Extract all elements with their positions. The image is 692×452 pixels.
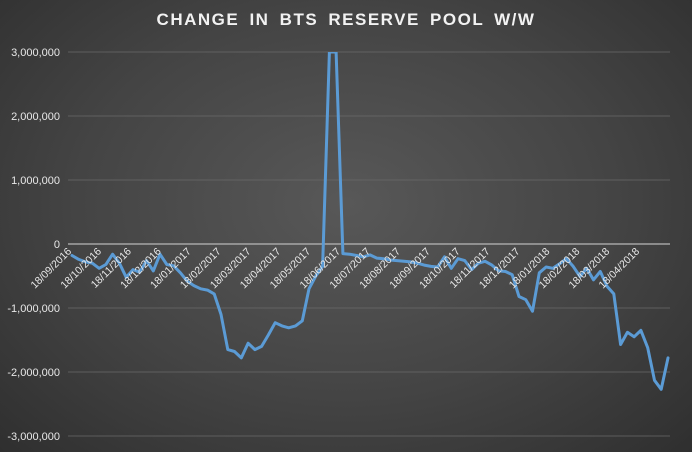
y-tick-label: -2,000,000 — [7, 367, 60, 379]
y-tick-label: -3,000,000 — [7, 431, 60, 443]
y-tick-label: 3,000,000 — [11, 47, 60, 59]
y-tick-label: 0 — [54, 239, 60, 251]
chart-title: CHANGE IN BTS RESERVE POOL W/W — [156, 10, 536, 29]
series-line — [70, 52, 670, 391]
y-tick-label: -1,000,000 — [7, 303, 60, 315]
y-tick-label: 2,000,000 — [11, 111, 60, 123]
y-tick-label: 1,000,000 — [11, 175, 60, 187]
